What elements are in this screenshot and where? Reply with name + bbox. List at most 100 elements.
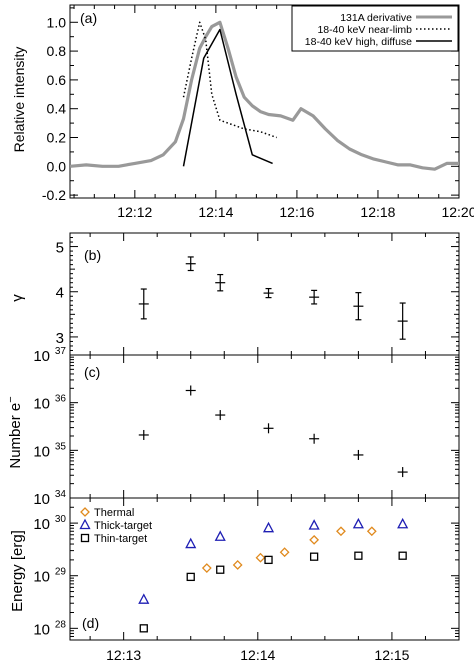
data-point [398,551,407,560]
y-tick-exponent: 30 [55,514,67,525]
y-tick-label: 3 [56,330,64,347]
panel-b: 3 4 5 γ (b) [9,232,460,356]
data-point [336,526,346,537]
data-point [397,467,408,478]
legend-label: Thick-target [94,520,152,532]
panel-c-frame [69,354,460,499]
data-point [262,521,275,533]
y-tick-label: 10 [33,491,50,508]
legend-label: Thermal [94,507,134,519]
y-tick-label: 0.2 [47,130,67,146]
panel-b-frame [69,232,460,356]
panel-label: (c) [84,364,100,380]
data-point [352,517,364,529]
y-tick-label: 4 [56,285,64,302]
data-point [353,449,364,460]
y-tick-label: 10 [33,569,50,586]
data-point [263,423,274,434]
legend-label: 18-40 keV high, diffuse [305,36,412,48]
legend-label: Thin-target [94,533,147,545]
x-tick-label: 12:20 [441,204,474,220]
series-line-1 [182,21,277,139]
y-axis-label: γ [9,294,26,302]
y-tick-label: 0.0 [47,158,67,174]
data-point [354,551,363,560]
data-point [232,560,243,570]
y-axis-label-sup: − [5,396,17,402]
data-point [185,537,197,549]
series-line-2 [182,28,273,167]
data-point [279,547,290,558]
legend-marker [80,507,90,517]
data-point [215,273,226,292]
y-tick-label: 10 [33,396,50,413]
y-tick-exponent: 35 [55,441,67,452]
data-point [366,526,377,537]
panel-d: 12:13 12:14 12:15 10 28 10 29 10 30 Energy [erg] (… [9,497,460,663]
panel-label: (a) [80,10,97,26]
x-tick-label: 12:16 [279,204,314,220]
y-tick-exponent: 37 [55,346,67,357]
y-tick-label: -0.2 [42,187,66,203]
data-point [139,624,148,633]
data-point [309,534,320,545]
data-point [308,519,320,530]
legend-label: 18-40 keV near-limb [317,24,412,36]
panel-a-frame [69,4,460,199]
y-axis-label: Number e− [5,396,24,468]
y-tick-exponent: 36 [55,394,67,405]
data-point [138,593,150,604]
y-tick-label: 10 [33,348,50,365]
panel-label: (b) [84,247,101,263]
y-tick-label: 0.6 [47,72,67,88]
series-diamond [201,526,377,573]
panel-c: 10 34 10 35 10 36 10 37 Number e− (c) [5,346,460,508]
x-tick-label: 12:14 [240,647,275,663]
y-tick-label: 5 [56,240,64,257]
x-tick-label: 12:12 [117,204,152,220]
series-line-0 [70,20,459,171]
data-point [185,385,196,396]
data-point [263,287,274,299]
data-point [185,256,196,272]
data-point [353,292,364,321]
data-point [309,289,320,305]
series-triangle [138,517,409,604]
data-point [309,552,319,561]
y-tick-label: 10 [33,516,50,533]
panel-label: (d) [82,615,99,631]
y-axis-label-text: Number e [7,403,24,469]
data-point [201,563,212,573]
panel-a: 12:12 12:14 12:16 12:18 12:20 -0.2 0.0 0.2 0.4 0.… [11,4,474,220]
y-tick-label: 10 [33,443,50,460]
y-tick-label: 0.4 [47,101,67,117]
legend-marker [79,518,91,530]
legend-marker [80,533,90,543]
y-tick-label: 10 [33,621,50,638]
y-tick-exponent: 29 [55,567,67,578]
x-tick-label: 12:13 [106,647,141,663]
data-point [138,429,149,440]
data-point [138,288,149,320]
legend-label: 131A derivative [340,12,412,24]
data-point [186,572,195,582]
y-tick-exponent: 34 [55,489,67,500]
y-tick-label: 1.0 [47,14,67,30]
legend-box [291,5,459,52]
x-tick-label: 12:15 [374,647,409,663]
x-tick-label: 12:18 [360,204,395,220]
y-axis-label: Energy [erg] [9,530,26,612]
series-square [139,551,407,633]
data-point [397,302,408,340]
y-axis-label: Relative intensity [11,47,27,153]
data-point [215,410,226,421]
data-point [216,565,225,574]
x-tick-label: 12:14 [198,204,233,220]
data-point [214,530,226,541]
panel-d-frame [69,497,460,641]
y-tick-label: 0.8 [47,43,67,59]
y-tick-exponent: 28 [55,619,67,630]
data-point [255,552,266,563]
data-point [397,517,409,529]
